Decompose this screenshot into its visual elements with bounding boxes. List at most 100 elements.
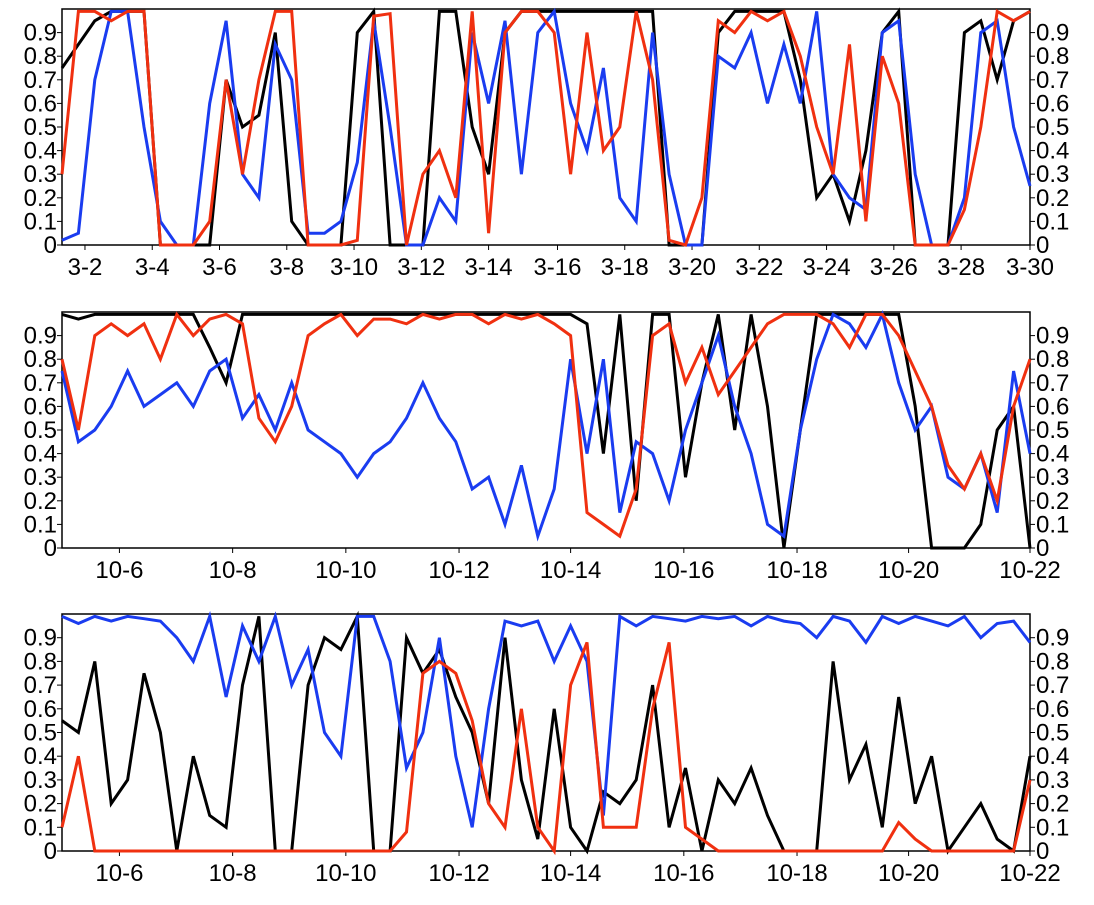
y2-tick-label: 0.9	[1036, 20, 1069, 47]
y-tick-label: 0.7	[24, 672, 57, 699]
y2-tick-label: 0.1	[1036, 208, 1069, 235]
y2-tick-label: 0.7	[1036, 370, 1069, 397]
x-tick-label: 3-28	[937, 254, 985, 281]
y2-tick-label: 0.6	[1036, 90, 1069, 117]
x-tick-label: 3-14	[465, 254, 513, 281]
y2-tick-label: 0	[1036, 838, 1049, 865]
y2-tick-label: 0.2	[1036, 185, 1069, 212]
y2-tick-label: 0.3	[1036, 464, 1069, 491]
y2-tick-label: 0.3	[1036, 767, 1069, 794]
y-tick-label: 0.5	[24, 114, 57, 141]
x-tick-label: 10-8	[209, 860, 257, 887]
y-tick-label: 0.6	[24, 90, 57, 117]
x-tick-label: 3-16	[533, 254, 581, 281]
y2-tick-label: 0.9	[1036, 323, 1069, 350]
x-tick-label: 3-12	[397, 254, 445, 281]
x-tick-label: 10-12	[428, 860, 489, 887]
series-line	[60, 8, 1031, 247]
x-tick-label: 3-4	[135, 254, 170, 281]
x-tick-label: 10-6	[95, 557, 143, 584]
x-tick-label: 10-16	[653, 860, 714, 887]
x-tick-label: 10-6	[95, 860, 143, 887]
y-tick-label: 0.8	[24, 43, 57, 70]
x-tick-label: 10-10	[315, 557, 376, 584]
x-tick-label: 10-20	[878, 860, 939, 887]
y-tick-label: 0	[44, 838, 57, 865]
y2-tick-label: 0.4	[1036, 138, 1069, 165]
y2-tick-label: 0.8	[1036, 346, 1069, 373]
y2-tick-label: 0.5	[1036, 114, 1069, 141]
y2-tick-label: 0.8	[1036, 43, 1069, 70]
y-tick-label: 0.3	[24, 161, 57, 188]
x-tick-label: 3-30	[1006, 254, 1054, 281]
series-line	[60, 310, 1032, 542]
y-tick-label: 0.7	[24, 370, 57, 397]
x-tick-label: 10-22	[999, 860, 1060, 887]
y2-tick-label: 0.2	[1036, 488, 1069, 515]
y2-tick-label: 0.1	[1036, 511, 1069, 538]
y-tick-label: 0.6	[24, 393, 57, 420]
x-tick-label: 10-22	[999, 557, 1060, 584]
y2-tick-label: 0.1	[1036, 814, 1069, 841]
y-tick-label: 0.9	[24, 20, 57, 47]
y-tick-label: 0.4	[24, 138, 57, 165]
y-tick-label: 0.4	[24, 743, 57, 770]
x-tick-label: 10-14	[540, 557, 601, 584]
series-line	[61, 610, 1032, 855]
y2-tick-label: 0.8	[1036, 648, 1069, 675]
x-tick-label: 3-22	[735, 254, 783, 281]
y-tick-label: 0.5	[24, 417, 57, 444]
y-tick-label: 0.1	[24, 814, 57, 841]
y-tick-label: 0	[44, 232, 57, 259]
y-tick-label: 0.2	[24, 791, 57, 818]
y2-tick-label: 0.6	[1036, 393, 1069, 420]
y2-tick-label: 0.4	[1036, 441, 1069, 468]
x-tick-label: 10-12	[428, 557, 489, 584]
series-line	[60, 641, 1032, 856]
y2-tick-label: 0.9	[1036, 625, 1069, 652]
x-tick-label: 3-2	[68, 254, 103, 281]
x-tick-label: 10-18	[766, 860, 827, 887]
y-tick-label: 0.6	[24, 696, 57, 723]
x-tick-label: 10-16	[653, 557, 714, 584]
y-tick-label: 0.1	[24, 208, 57, 235]
x-tick-label: 10-18	[766, 557, 827, 584]
x-tick-label: 10-10	[315, 860, 376, 887]
y2-tick-label: 0.5	[1036, 720, 1069, 747]
y-tick-label: 0.1	[24, 511, 57, 538]
series-line	[61, 7, 1032, 247]
x-tick-label: 3-18	[601, 254, 649, 281]
series-line	[60, 311, 1032, 539]
x-tick-label: 3-20	[668, 254, 716, 281]
x-tick-label: 10-14	[540, 860, 601, 887]
y-tick-label: 0.2	[24, 185, 57, 212]
y-tick-label: 0.3	[24, 464, 57, 491]
x-tick-label: 3-26	[870, 254, 918, 281]
y2-tick-label: 0	[1036, 535, 1049, 562]
y-tick-label: 0.8	[24, 346, 57, 373]
y-tick-label: 0	[44, 535, 57, 562]
y-tick-label: 0.3	[24, 767, 57, 794]
y2-tick-label: 0.5	[1036, 417, 1069, 444]
y-tick-label: 0.5	[24, 720, 57, 747]
series-line	[61, 610, 1032, 828]
x-tick-label: 3-10	[330, 254, 378, 281]
y2-tick-label: 0.7	[1036, 67, 1069, 94]
x-tick-label: 3-6	[202, 254, 237, 281]
y2-tick-label: 0	[1036, 232, 1049, 259]
y-tick-label: 0.9	[24, 323, 57, 350]
y2-tick-label: 0.4	[1036, 743, 1069, 770]
y-tick-label: 0.4	[24, 441, 57, 468]
x-tick-label: 3-24	[803, 254, 851, 281]
y-tick-label: 0.9	[24, 625, 57, 652]
y2-tick-label: 0.2	[1036, 791, 1069, 818]
y2-tick-label: 0.6	[1036, 696, 1069, 723]
y-tick-label: 0.2	[24, 488, 57, 515]
y-tick-label: 0.7	[24, 67, 57, 94]
y2-tick-label: 0.3	[1036, 161, 1069, 188]
y-tick-label: 0.8	[24, 648, 57, 675]
x-tick-label: 10-20	[878, 557, 939, 584]
x-tick-label: 3-8	[269, 254, 304, 281]
y2-tick-label: 0.7	[1036, 672, 1069, 699]
